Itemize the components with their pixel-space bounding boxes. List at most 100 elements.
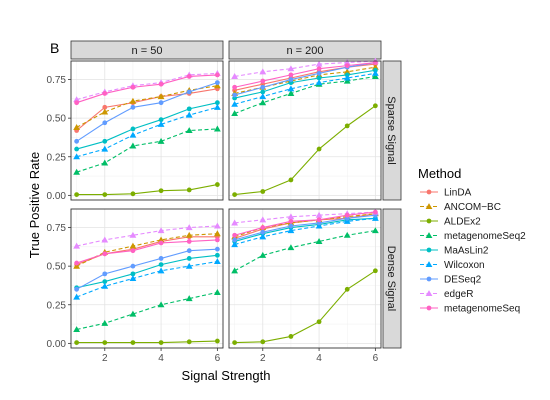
data-point-aldex2 [316,319,322,325]
data-point-metagenomeseq2 [371,73,379,79]
data-point-deseq2 [214,246,220,252]
data-point-aldex2 [186,339,192,345]
data-point-wilcoxon [73,153,81,160]
data-point-maaslin2 [158,117,164,123]
series-line-edger [76,225,218,247]
data-point-ancom-bc [157,93,165,100]
series-line-ancom-bc [234,213,376,238]
legend-item-deseq2: DESeq2 [420,275,482,286]
data-point-wilcoxon [129,131,137,138]
data-point-deseq2 [260,229,266,235]
data-point-maaslin2 [186,256,192,261]
data-point-edger [129,231,137,238]
data-point-wilcoxon [315,222,323,229]
legend-label: DESeq2 [444,275,482,286]
data-point-edger [185,224,193,231]
series-line-aldex2 [76,184,218,196]
data-point-wilcoxon [259,233,267,240]
panel-n-200-sparse-signal [228,57,382,201]
data-point-edger [101,236,109,243]
data-point-aldex2 [372,103,378,109]
column-strip-n-200 [228,40,382,60]
y-tick-label: 0.25 [47,152,67,163]
x-tick-label: 6 [215,353,221,364]
data-point-edger [73,242,81,249]
data-point-aldex2 [158,188,164,194]
data-point-wilcoxon [231,100,239,107]
panel-border [70,60,224,201]
data-point-metagenomeseq [186,74,192,79]
panel-n-50-dense-signal: 0.00 0.25 0.50 0.75 2 4 6 [47,208,224,364]
data-point-aldex2 [260,189,266,194]
data-point-deseq2 [232,237,238,243]
legend-label: LinDA [444,188,472,199]
y-tick-label: 0.50 [47,262,67,273]
x-tick-label: 4 [158,353,164,364]
data-point-deseq2 [102,271,108,277]
series-line-metagenomeseq [76,74,218,104]
data-point-deseq2 [260,84,266,90]
series-line-aldex2 [234,270,376,344]
data-point-metagenomeseq2 [259,99,267,106]
data-point-metagenomeseq [158,81,164,87]
column-strip-n-50 [70,40,224,60]
series-line-metagenomeseq2 [234,75,376,115]
legend-key-marker [425,261,433,268]
series-line-maaslin2 [234,69,376,99]
data-point-maaslin2 [214,100,220,106]
data-point-metagenomeseq2 [101,319,109,326]
data-point-wilcoxon [185,111,193,118]
data-point-deseq2 [316,70,322,76]
data-point-aldex2 [158,340,164,345]
data-point-aldex2 [344,286,350,292]
series-line-linda [76,88,218,131]
data-point-metagenomeseq2 [287,90,295,96]
data-point-metagenomeseq [130,84,136,90]
data-point-metagenomeseq [344,63,350,69]
column-strip-label: n = 50 [132,45,163,57]
series-line-metagenomeseq2 [76,128,218,173]
series-line-deseq2 [234,214,376,241]
legend-label: metagenomeSeq2 [444,231,526,242]
row-strip-sparse-signal [382,60,402,201]
data-point-metagenomeseq2 [157,301,165,308]
data-point-aldex2 [102,192,108,197]
data-point-wilcoxon [231,241,239,248]
legend-key-marker [426,189,432,195]
panel-n-50-sparse-signal: 0.00 0.25 0.50 0.75 [47,60,224,202]
series-line-edger [234,60,376,77]
data-point-edger [231,219,239,226]
data-point-wilcoxon [343,217,351,224]
data-point-aldex2 [102,340,108,345]
legend-item-edger: edgeR [420,289,473,300]
data-point-metagenomeseq2 [101,159,109,166]
data-point-deseq2 [214,80,220,86]
data-point-metagenomeseq2 [129,310,137,317]
legend-item-maaslin2: MaAsLin2 [420,246,489,257]
data-point-edger [231,73,239,79]
data-point-metagenomeseq2 [231,110,239,117]
series-line-wilcoxon [234,72,376,105]
data-point-aldex2 [232,340,238,345]
data-point-ancom-bc [129,97,137,104]
panel-n-200-dense-signal: 2 4 6 [228,208,382,364]
data-point-aldex2 [232,192,238,197]
series-line-wilcoxon [76,106,218,158]
data-point-metagenomeseq [288,218,294,224]
data-point-metagenomeseq [74,100,80,106]
data-point-linda [102,104,108,110]
data-point-wilcoxon [157,267,165,274]
row-strip-label: Dense Signal [385,246,397,311]
panel-background [229,209,381,348]
data-point-aldex2 [186,187,192,193]
data-point-maaslin2 [102,279,108,284]
data-point-aldex2 [74,192,80,197]
data-point-wilcoxon [259,93,267,100]
data-point-edger [157,227,165,234]
data-point-ancom-bc [185,231,193,238]
data-point-metagenomeseq [372,209,378,215]
x-tick-label: 2 [102,353,108,364]
data-point-wilcoxon [343,74,351,81]
data-point-metagenomeseq [214,72,220,78]
